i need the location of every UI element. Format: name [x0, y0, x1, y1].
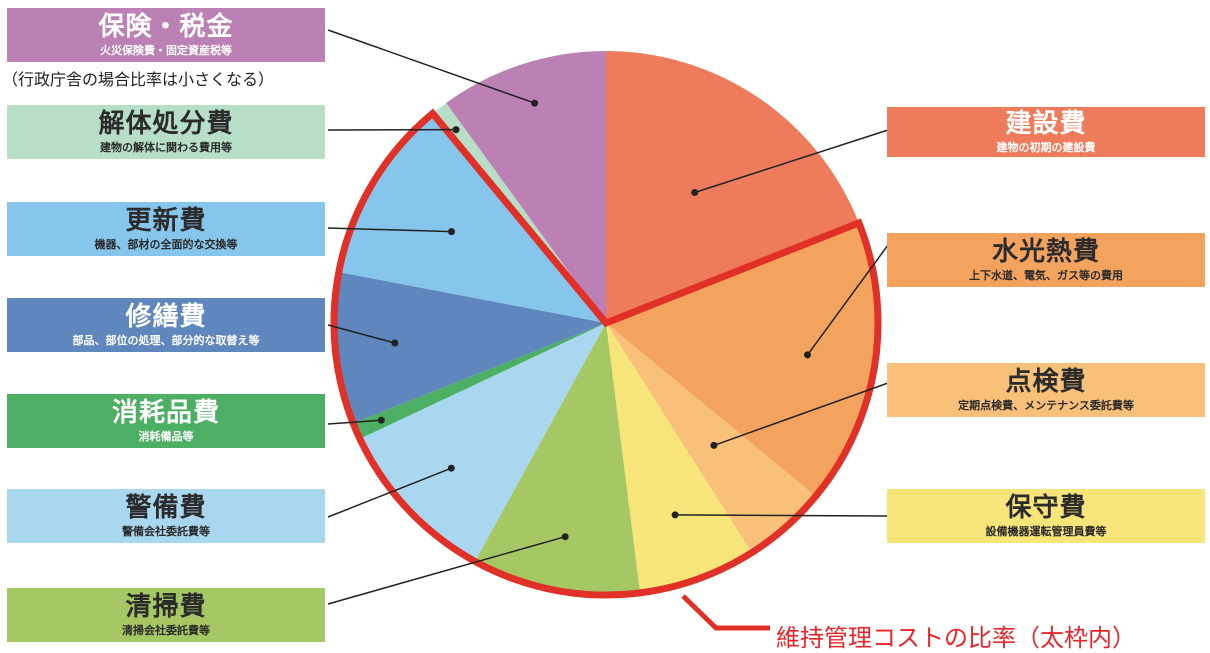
leader-dot-kaitai	[452, 126, 460, 134]
slice-kensetsu	[606, 51, 859, 323]
label-suikonetsu-sub: 上下水道、電気、ガス等の費用	[969, 269, 1123, 282]
leader-line-shomo	[327, 419, 382, 425]
leader-dot-hoshu	[671, 511, 679, 519]
leader-dot-shuzen	[391, 339, 399, 347]
label-kaitai-sub: 建物の解体に関わる費用等	[100, 141, 232, 154]
label-suikonetsu-title: 水光熱費	[991, 237, 1100, 267]
slice-shomo	[353, 323, 606, 439]
leader-dot-tenken	[710, 441, 718, 449]
leader-line-shuzen	[327, 324, 395, 344]
leader-line-tenken	[713, 382, 889, 447]
label-kensetsu: 建設費 建物の初期の建設費	[887, 107, 1205, 157]
label-seiso-sub: 清掃会社委託費等	[122, 624, 210, 637]
slice-hoken	[446, 51, 606, 323]
label-keibi-sub: 警備会社委託費等	[122, 525, 210, 538]
leader-line-keibi	[327, 467, 452, 518]
caption-maintenance-ratio: 維持管理コストの比率（太枠内）	[776, 624, 1136, 652]
label-hoken-sub: 火災保険費・固定資産税等	[100, 44, 232, 57]
caption-bracket	[681, 594, 770, 631]
leader-dot-shomo	[377, 416, 385, 424]
slice-shuzen	[334, 272, 606, 424]
label-keibi-title: 警備費	[125, 493, 207, 523]
slice-hoshu	[606, 323, 752, 593]
slice-seiso	[474, 323, 641, 596]
leader-dot-hoken	[531, 99, 539, 107]
label-hoshu-title: 保守費	[1005, 493, 1087, 523]
label-shuzen-sub: 部品、部位の処理、部分的な取替え等	[72, 334, 260, 347]
slice-koshin	[338, 113, 606, 323]
label-koshin: 更新費 機器、部材の全面的な交換等	[7, 202, 325, 256]
label-shomo: 消耗品費 消耗備品等	[7, 394, 325, 448]
maintenance-highlight-outline	[330, 108, 882, 599]
leader-dot-koshin	[448, 228, 455, 236]
label-keibi: 警備費 警備会社委託費等	[7, 489, 325, 543]
leader-dot-keibi	[447, 464, 455, 472]
label-shomo-title: 消耗品費	[111, 398, 220, 428]
label-kaitai: 解体処分費 建物の解体に関わる費用等	[7, 105, 325, 159]
label-seiso: 清掃費 清掃会社委託費等	[7, 588, 325, 642]
label-kaitai-title: 解体処分費	[98, 109, 234, 139]
label-tenken: 点検費 定期点検費、メンテナンス委託費等	[887, 363, 1205, 417]
label-koshin-sub: 機器、部材の全面的な交換等	[94, 238, 238, 251]
leader-line-hoken	[327, 29, 535, 104]
leader-line-seiso	[327, 535, 566, 605]
leader-line-kensetsu	[694, 129, 889, 194]
slice-keibi	[359, 323, 606, 562]
label-hoken: 保険・税金 火災保険費・固定資産税等	[7, 8, 325, 62]
leader-dot-seiso	[561, 533, 569, 541]
label-hoshu: 保守費 設備機器運転管理員費等	[887, 489, 1205, 543]
leader-dot-suikonetsu	[804, 351, 811, 359]
leader-line-koshin	[327, 227, 452, 233]
label-suikonetsu: 水光熱費 上下水道、電気、ガス等の費用	[887, 233, 1205, 287]
label-hoshu-sub: 設備機器運転管理員費等	[985, 525, 1107, 538]
leader-dot-kensetsu	[691, 189, 699, 196]
label-koshin-title: 更新費	[125, 206, 207, 236]
label-seiso-title: 清掃費	[125, 592, 207, 622]
label-kensetsu-sub: 建物の初期の建設費	[996, 141, 1096, 154]
slice-suikonetsu	[606, 222, 879, 497]
leader-line-hoshu	[675, 514, 889, 517]
label-hoken-title: 保険・税金	[98, 12, 234, 42]
label-tenken-title: 点検費	[1005, 367, 1087, 397]
note-text: （行政庁舎の場合比率は小さくなる）	[2, 70, 275, 89]
slice-tenken	[606, 323, 816, 553]
label-shuzen-title: 修繕費	[125, 302, 207, 332]
leader-line-suikonetsu	[806, 244, 889, 356]
label-tenken-sub: 定期点検費、メンテナンス委託費等	[958, 399, 1134, 412]
label-kensetsu-title: 建設費	[1005, 109, 1087, 139]
label-shomo-sub: 消耗備品等	[138, 430, 194, 443]
label-shuzen: 修繕費 部品、部位の処理、部分的な取替え等	[7, 298, 325, 352]
